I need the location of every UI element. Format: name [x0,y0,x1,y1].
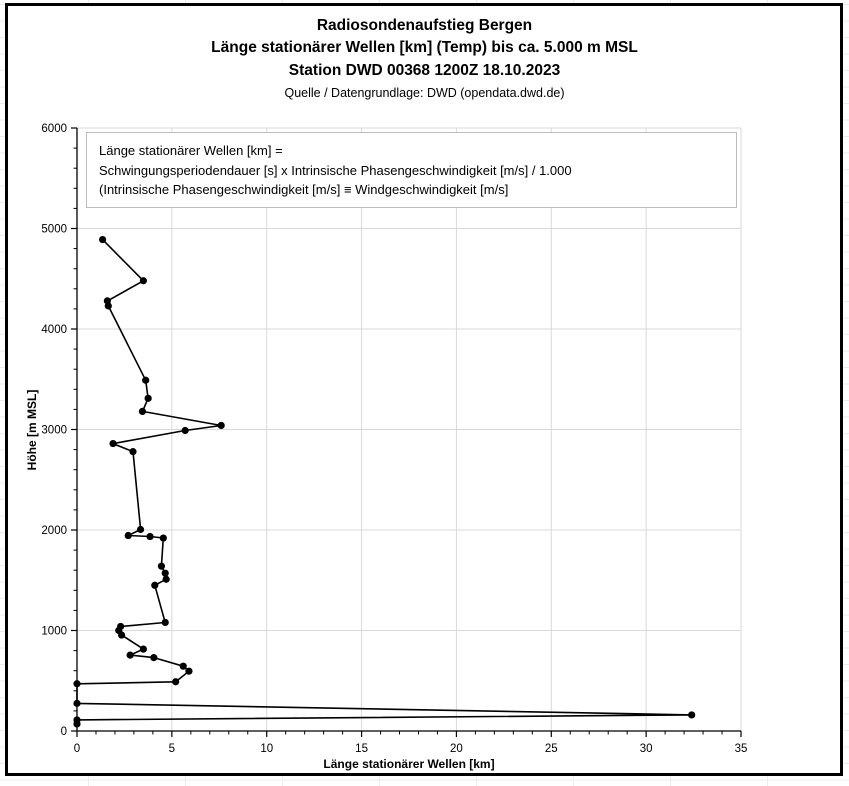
data-point-marker [162,575,170,583]
data-point-marker [126,651,134,659]
chart-title-line1: Radiosondenaufstieg Bergen [316,17,533,34]
data-point-marker [139,277,147,285]
data-point-marker [144,394,152,402]
data-point-marker [142,376,150,384]
y-tick-label: 2000 [41,525,67,537]
data-point-marker [139,645,147,653]
data-point-marker [179,662,187,670]
data-point-marker [217,421,225,430]
data-point-marker [157,562,166,570]
data-point-marker [150,654,158,662]
data-point-marker [103,297,111,305]
data-point-marker [129,448,137,456]
x-tick-label: 5 [169,743,175,755]
x-tick-label: 30 [640,743,653,755]
x-tick-label: 20 [450,743,463,755]
formula-line-3: (Intrinsische Phasengeschwindigkeit [m/s… [99,182,509,197]
data-point-marker [161,618,169,627]
y-tick-label: 5000 [41,224,67,236]
formula-line-1: Länge stationärer Wellen [km] = [99,143,283,158]
chart-title-line2: Länge stationärer Wellen [km] (Temp) bis… [211,39,638,56]
data-point-marker [159,534,167,542]
data-point-marker [124,531,132,540]
y-tick-label: 4000 [41,324,67,336]
data-point-marker [109,439,117,448]
data-series-line [76,238,693,725]
y-tick-label: 1000 [41,626,67,638]
x-tick-label: 0 [74,743,80,755]
data-point-marker [181,426,189,435]
y-tick-label: 6000 [41,123,67,135]
data-point-marker [172,678,180,686]
chart-source-line: Quelle / Datengrundlage: DWD (opendata.d… [284,86,565,100]
x-tick-label: 35 [735,743,748,755]
data-point-marker [688,711,696,719]
y-tick-label: 0 [61,726,67,738]
data-point-marker [185,667,193,675]
y-tick-label: 3000 [41,425,67,437]
data-point-marker [73,716,81,724]
formula-annotation-box[interactable]: Länge stationärer Wellen [km] = Schwingu… [86,132,737,208]
y-axis-title: Höhe [m MSL] [25,389,39,471]
data-point-marker [73,699,81,707]
data-point-marker [161,569,169,577]
x-tick-label: 25 [545,743,558,755]
data-point-marker [138,407,147,416]
data-point-marker [151,581,159,589]
chart-title-line3: Station DWD 00368 1200Z 18.10.2023 [288,62,561,79]
data-point-marker [136,525,145,534]
x-tick-label: 10 [260,743,273,755]
data-point-marker [117,622,125,631]
data-point-marker [146,532,154,541]
formula-line-2: Schwingungsperiodendauer [s] x Intrinsis… [99,162,572,178]
x-axis-title: Länge stationärer Wellen [km] [323,757,495,771]
data-point-marker [73,680,81,688]
data-point-marker [99,235,107,244]
x-tick-label: 15 [355,743,368,755]
